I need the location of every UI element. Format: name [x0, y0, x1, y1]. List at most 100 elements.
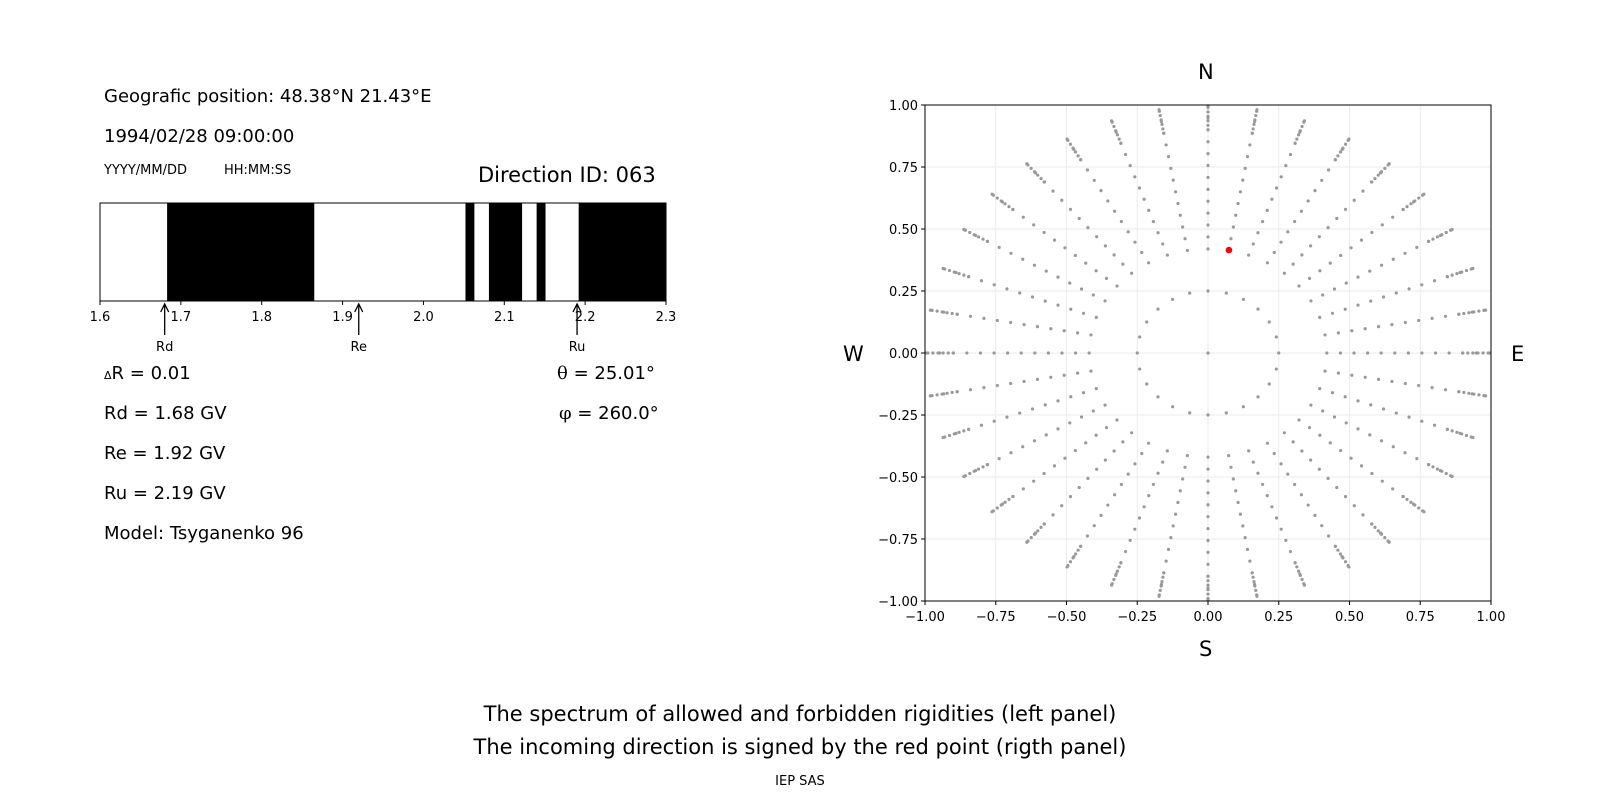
- direction-point: [1062, 373, 1066, 377]
- direction-point: [1369, 403, 1373, 407]
- direction-point: [1091, 409, 1095, 413]
- direction-point: [1282, 271, 1287, 275]
- direction-point: [1068, 142, 1073, 146]
- direction-point: [1391, 487, 1395, 491]
- direction-point: [1252, 122, 1256, 126]
- direction-point: [1206, 114, 1210, 119]
- direction-point: [1030, 295, 1035, 299]
- direction-point: [1142, 505, 1146, 509]
- direction-point: [1449, 474, 1453, 478]
- map-ytick-label: 0.50: [889, 223, 918, 238]
- theta-symbol: θ: [557, 363, 568, 384]
- direction-point: [1284, 164, 1288, 168]
- direction-point: [1112, 124, 1116, 129]
- direction-point: [1236, 201, 1240, 206]
- direction-point: [1306, 503, 1310, 507]
- direction-point: [1373, 525, 1377, 530]
- direction-point: [1123, 152, 1128, 157]
- direction-point: [1018, 291, 1022, 295]
- direction-point: [1433, 351, 1438, 355]
- map-ytick-label: −0.50: [878, 471, 918, 486]
- direction-point: [1128, 164, 1132, 168]
- direction-point: [1323, 369, 1327, 373]
- direction-point: [1151, 482, 1156, 487]
- direction-point: [1279, 175, 1283, 179]
- direction-point: [1119, 561, 1123, 565]
- direction-point: [1007, 205, 1011, 209]
- direction-point: [1457, 390, 1461, 394]
- direction-point: [962, 429, 966, 433]
- direction-point: [1103, 403, 1107, 407]
- direction-point: [1391, 445, 1395, 449]
- direction-point: [1081, 311, 1086, 315]
- direction-point: [1291, 262, 1295, 266]
- direction-point: [1099, 513, 1103, 517]
- direction-point: [1151, 219, 1156, 224]
- direction-point: [1042, 471, 1046, 476]
- direction-point: [1391, 215, 1395, 219]
- direction-point: [1328, 441, 1332, 445]
- direction-point: [1173, 190, 1178, 194]
- direction-point: [1033, 351, 1037, 355]
- map-ytick-label: 0.00: [889, 347, 918, 362]
- direction-point: [1068, 495, 1073, 499]
- map-xtick-label: −0.50: [1047, 610, 1087, 625]
- direction-point: [1156, 307, 1160, 311]
- direction-point: [1282, 431, 1287, 435]
- direction-point: [930, 308, 934, 312]
- direction-point: [1171, 405, 1175, 409]
- direction-point: [1274, 335, 1278, 339]
- datetime: 1994/02/28 09:00:00: [104, 126, 295, 147]
- direction-point: [1245, 547, 1250, 551]
- direction-point: [1361, 513, 1365, 517]
- direction-point: [1035, 325, 1040, 329]
- direction-point: [1255, 109, 1259, 113]
- spectrum-tick-label: 2.2: [575, 310, 596, 325]
- direction-point: [952, 432, 956, 436]
- direction-point: [977, 235, 981, 239]
- direction-point: [1021, 445, 1025, 449]
- direction-point: [1359, 464, 1364, 468]
- direction-point: [1094, 269, 1098, 273]
- date-format-label: YYYY/MM/DD: [104, 163, 187, 178]
- direction-point: [1403, 381, 1407, 386]
- direction-point: [1236, 500, 1240, 505]
- direction-point: [1435, 467, 1439, 471]
- direction-point: [1370, 471, 1374, 476]
- direction-point: [935, 309, 939, 313]
- direction-point: [1298, 573, 1302, 577]
- direction-point: [1229, 465, 1233, 469]
- direction-point: [1094, 387, 1098, 391]
- direction-point: [1379, 532, 1384, 536]
- geographic-position: Geografic position: 48.38°N 21.43°E: [104, 86, 432, 107]
- direction-point: [1401, 207, 1405, 212]
- direction-point: [1291, 440, 1295, 444]
- direction-point: [1042, 180, 1046, 184]
- direction-point: [935, 393, 939, 397]
- direction-point: [1164, 143, 1168, 147]
- direction-point: [1344, 421, 1348, 425]
- direction-point: [1026, 539, 1030, 543]
- direction-point: [1156, 395, 1160, 399]
- direction-point: [1467, 391, 1471, 395]
- direction-point: [1431, 237, 1435, 241]
- direction-point: [1106, 199, 1110, 203]
- direction-point: [1166, 155, 1171, 159]
- map-ytick-label: −0.25: [878, 409, 918, 424]
- direction-point: [1238, 512, 1243, 516]
- direction-point: [1243, 536, 1247, 540]
- caption-line-2: The incoming direction is signed by the …: [473, 735, 1127, 759]
- direction-point: [1430, 316, 1434, 320]
- direction-point: [1084, 441, 1088, 445]
- direction-point: [1076, 548, 1080, 552]
- direction-point: [1161, 127, 1165, 131]
- direction-point: [1409, 202, 1413, 206]
- direction-point: [1042, 522, 1046, 526]
- direction-point: [940, 392, 944, 396]
- direction-point: [1277, 351, 1281, 355]
- direction-point: [1481, 351, 1485, 355]
- direction-point: [1068, 421, 1072, 425]
- direction-point: [1011, 207, 1015, 212]
- direction-point: [1300, 253, 1304, 257]
